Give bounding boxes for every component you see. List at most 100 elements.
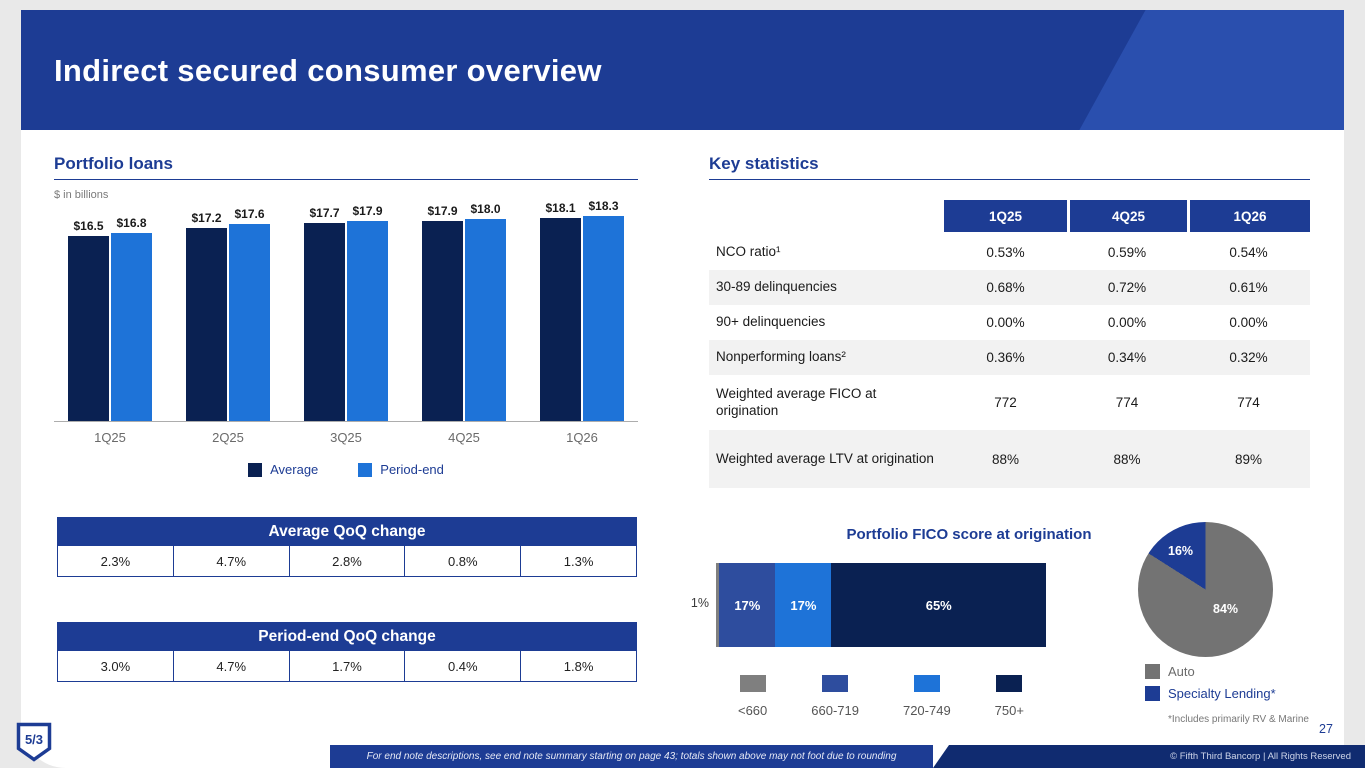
stats-value-cell: 0.54% <box>1229 245 1268 260</box>
auto-specialty-pie-chart <box>1138 522 1273 657</box>
stats-column-header: 1Q25 <box>944 200 1067 232</box>
bar-column: $16.8 <box>111 216 152 421</box>
bar-period-end-2q25 <box>229 223 270 421</box>
fico-legend-swatch <box>996 675 1023 692</box>
qoq-value-cell: 1.3% <box>521 546 637 577</box>
period-end-qoq-title: Period-end QoQ change <box>57 622 637 651</box>
fico-legend-swatch <box>822 675 849 692</box>
bar-group-4q25: $17.9 $18.0 <box>422 202 506 421</box>
bar-column: $17.6 <box>229 207 270 421</box>
bar-average-2q25 <box>186 228 227 421</box>
pie-label-auto: 84% <box>1213 602 1239 616</box>
qoq-value-cell: 3.0% <box>57 651 174 682</box>
slide-header: Indirect secured consumer overview <box>21 10 1344 130</box>
legend-swatch <box>248 462 263 477</box>
stats-row-label: Weighted average LTV at origination <box>716 450 934 466</box>
bar-chart-legend: Average Period-end <box>54 462 638 477</box>
pie-legend-item-auto: Auto <box>1145 664 1276 679</box>
table-row: Weighted average LTV at origination 88% 88… <box>709 430 1310 488</box>
bar-column: $18.3 <box>583 199 624 421</box>
table-row: Nonperforming loans² 0.36% 0.34% 0.32% <box>709 340 1310 375</box>
stats-value-cell: 0.00% <box>986 315 1025 330</box>
bar-column: $18.1 <box>540 201 581 421</box>
portfolio-loans-bar-chart: $16.5 $16.8 $17.2 $17.6 $17.7 $17.9 $17.9 $18.0… <box>54 196 638 422</box>
logo-text: 5/3 <box>25 732 43 747</box>
qoq-value-cell: 0.8% <box>405 546 522 577</box>
stats-value-cell: 0.72% <box>1107 280 1147 295</box>
stats-header-spacer <box>709 200 944 232</box>
period-end-qoq-values: 3.0% 4.7% 1.7% 0.4% 1.8% <box>57 651 637 682</box>
fico-legend: <660 660-719 720-749 750+ <box>716 675 1046 718</box>
portfolio-loans-rule <box>54 179 638 180</box>
bar-period-end-1q25 <box>111 232 152 421</box>
bar-value-label: $16.5 <box>73 219 104 234</box>
fico-legend-label: 720-749 <box>902 703 951 718</box>
fico-segment-label-outside: 1% <box>690 596 709 610</box>
qoq-value-cell: 4.7% <box>173 651 290 682</box>
average-qoq-title: Average QoQ change <box>57 517 637 546</box>
bar-group-1q26: $18.1 $18.3 <box>540 199 624 421</box>
legend-item-period-end: Period-end <box>358 462 444 477</box>
bar-value-label: $17.7 <box>309 205 340 220</box>
legend-label: Period-end <box>380 462 444 477</box>
table-row: 90+ delinquencies 0.00% 0.00% 0.00% <box>709 305 1310 340</box>
bar-group-1q25: $16.5 $16.8 <box>68 216 152 421</box>
stats-column-header: 1Q26 <box>1187 200 1310 232</box>
bar-column: $17.9 <box>347 204 388 421</box>
legend-item-average: Average <box>248 462 318 477</box>
stats-value-cell: 772 <box>994 395 1017 410</box>
stats-row-label: Nonperforming loans² <box>716 349 846 365</box>
fico-segment--660 <box>716 563 720 647</box>
x-axis-label: 4Q25 <box>448 430 480 445</box>
fico-segment-720-749: 17% <box>775 563 832 647</box>
stats-value-cell: 0.68% <box>986 280 1025 295</box>
stats-value-cell: 0.00% <box>1107 315 1147 330</box>
average-qoq-values: 2.3% 4.7% 2.8% 0.8% 1.3% <box>57 546 637 577</box>
fico-legend-label: <660 <box>737 703 768 718</box>
bar-group-3q25: $17.7 $17.9 <box>304 204 388 421</box>
qoq-value-cell: 1.7% <box>289 651 406 682</box>
stats-value-cell: 774 <box>1115 395 1139 410</box>
x-axis-label: 1Q26 <box>566 430 598 445</box>
portfolio-loans-title: Portfolio loans <box>54 154 173 173</box>
pie-legend: Auto Specialty Lending* <box>1145 664 1276 701</box>
fico-legend-item: 720-749 <box>903 675 951 718</box>
bar-period-end-4q25 <box>465 219 506 421</box>
key-statistics-title: Key statistics <box>709 154 819 173</box>
bar-average-1q25 <box>68 236 109 421</box>
stats-row-label: 30-89 delinquencies <box>716 279 837 295</box>
fico-stacked-bar: 17% 17% 65% <box>716 563 1046 647</box>
footer-endnote-text: For end note descriptions, see end note … <box>330 745 933 768</box>
fico-chart-title: Portfolio FICO score at origination <box>846 526 1092 543</box>
fico-legend-label: 750+ <box>994 703 1024 718</box>
bar-value-label: $16.8 <box>116 215 147 230</box>
bar-group-2q25: $17.2 $17.6 <box>186 207 270 421</box>
pie-legend-label: Auto <box>1168 664 1195 679</box>
bar-column: $18.0 <box>465 202 506 421</box>
stats-column-header: 4Q25 <box>1067 200 1187 232</box>
stats-value-cell: 0.53% <box>986 245 1025 260</box>
qoq-value-cell: 4.7% <box>173 546 290 577</box>
bar-value-label: $18.1 <box>545 201 576 216</box>
bar-column: $17.2 <box>186 211 227 421</box>
fico-legend-swatch <box>913 675 940 692</box>
fico-segment-660-719: 17% <box>719 563 776 647</box>
bar-chart-x-axis-labels: 1Q25 2Q25 3Q25 4Q25 1Q26 <box>54 430 638 445</box>
bar-column: $17.7 <box>304 206 345 421</box>
bar-value-label: $17.9 <box>352 203 383 218</box>
x-axis-label: 2Q25 <box>212 430 244 445</box>
bar-average-1q26 <box>540 218 581 421</box>
key-statistics-table: 1Q25 4Q25 1Q26 NCO ratio¹ 0.53% 0.59% 0.54% 30-… <box>709 200 1310 488</box>
average-qoq-table: Average QoQ change 2.3% 4.7% 2.8% 0.8% 1.3% <box>57 517 637 577</box>
qoq-value-cell: 2.8% <box>289 546 406 577</box>
pie-legend-swatch <box>1145 664 1160 679</box>
stats-value-cell: 88% <box>991 451 1020 467</box>
stats-value-cell: 0.61% <box>1229 280 1268 295</box>
fico-legend-item: 750+ <box>995 675 1024 718</box>
page-title: Indirect secured consumer overview <box>54 53 602 88</box>
stats-value-cell: 0.34% <box>1107 350 1147 365</box>
period-end-qoq-table: Period-end QoQ change 3.0% 4.7% 1.7% 0.4% 1.… <box>57 622 637 682</box>
fico-legend-item: 660-719 <box>811 675 859 718</box>
stats-value-cell: 89% <box>1234 451 1263 467</box>
stats-row-label: NCO ratio¹ <box>716 244 781 260</box>
